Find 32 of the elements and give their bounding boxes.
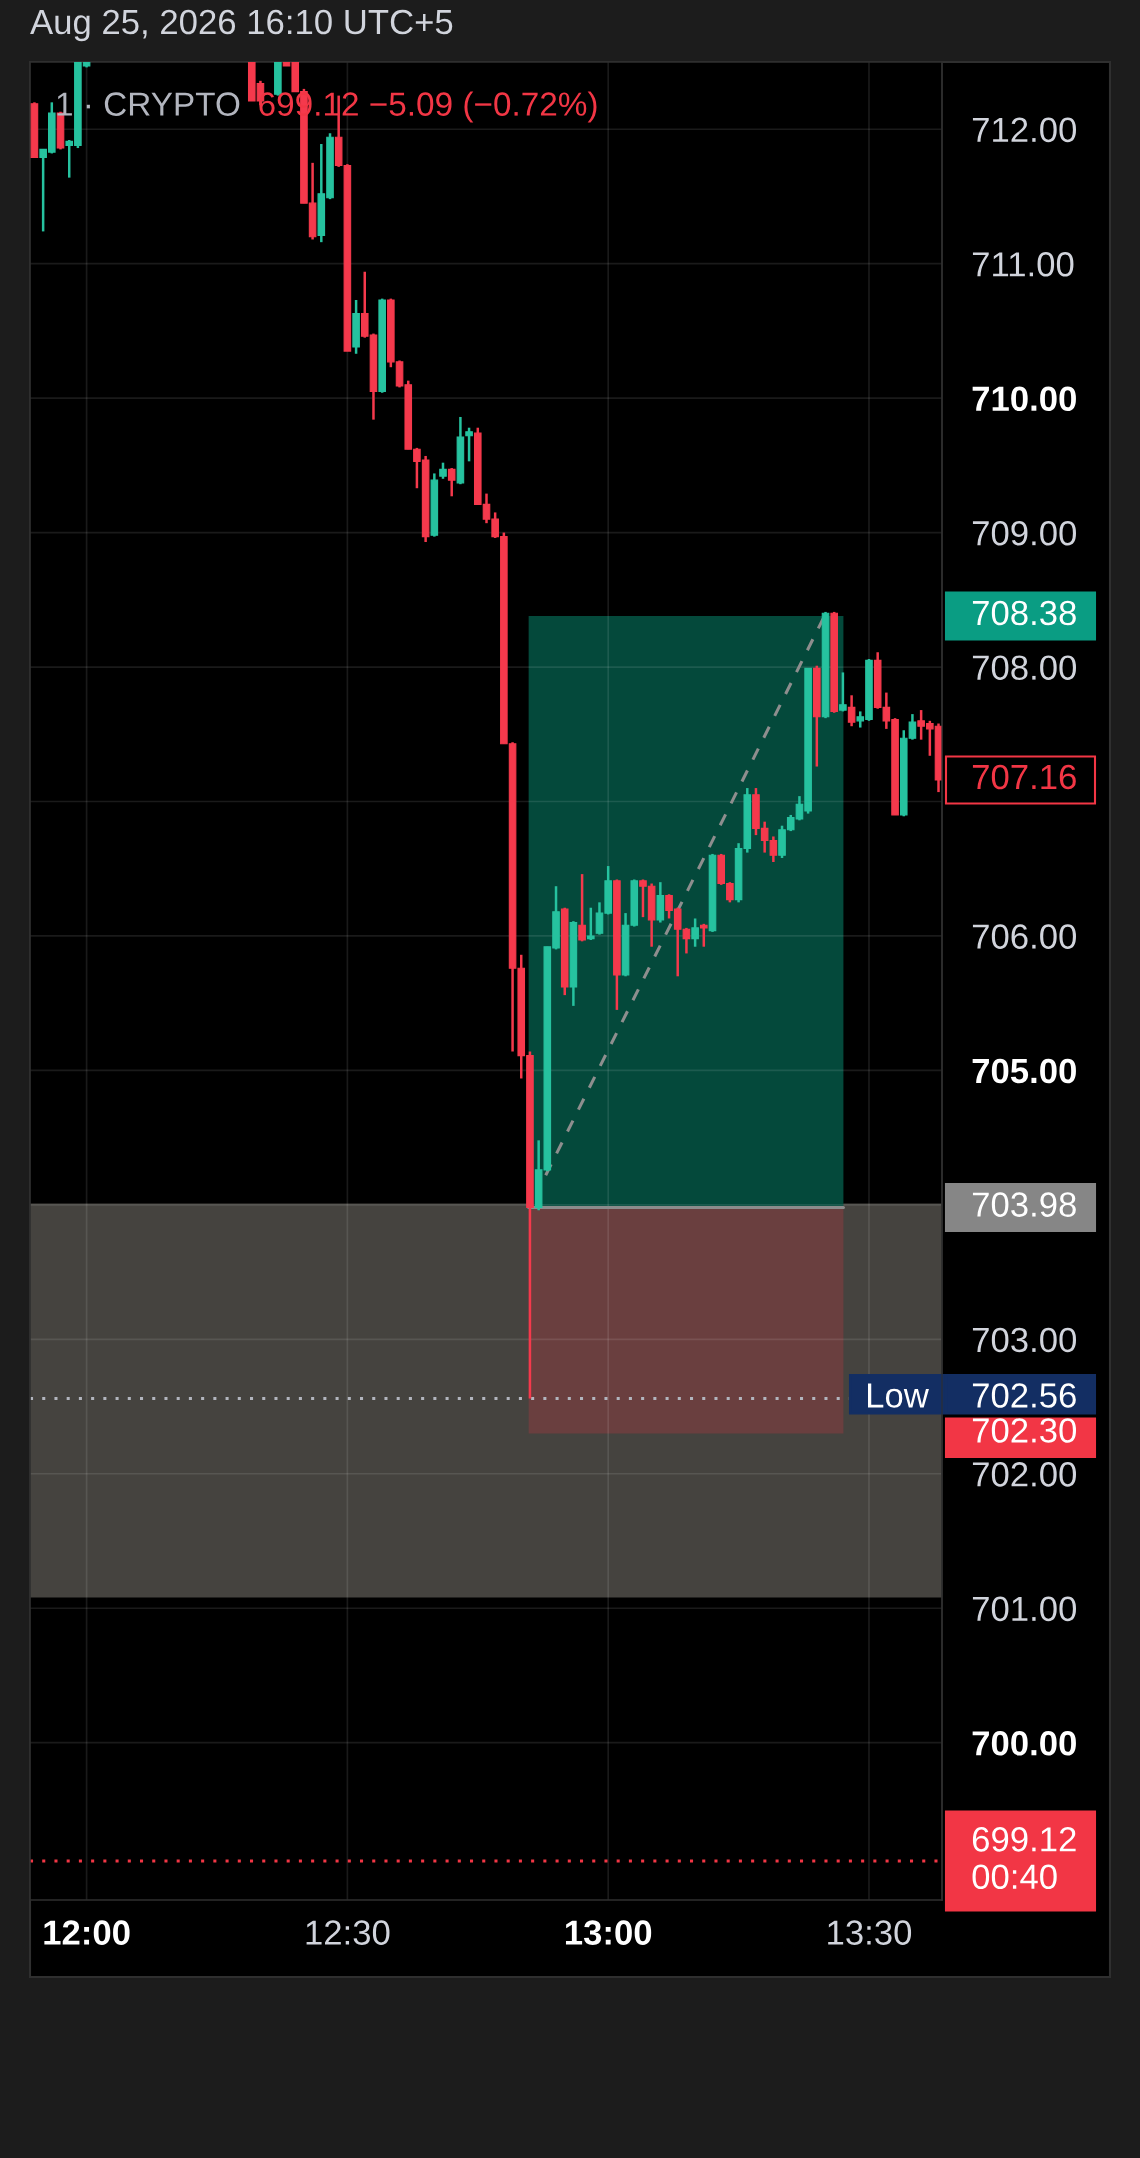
x-tick-label: 12:30 — [306, 1920, 390, 1945]
candlestick — [578, 872, 586, 943]
candlestick — [847, 694, 856, 728]
candlestick — [699, 922, 708, 948]
candlestick — [465, 426, 473, 463]
y2-tick-label: 699.12 00:40 — [972, 1827, 1076, 1890]
candlestick — [691, 917, 699, 948]
y2-tick-label: 707.16 — [972, 764, 1076, 790]
y-tick-label: 706.00 — [972, 924, 1077, 949]
y-tick-label: 712.00 — [972, 117, 1077, 143]
candlestick — [839, 671, 847, 713]
x-tick-label: 12:00 — [44, 1920, 130, 1945]
y-tick-label: 703.00 — [972, 1327, 1077, 1353]
text: 1 · CRYPTO — [57, 92, 240, 116]
y2-tick-label: 702.30 — [972, 1418, 1077, 1443]
x-tick-label: 13:30 — [828, 1920, 912, 1945]
y2-tick-label: 703.98 — [972, 1192, 1076, 1217]
x-tick-label: 13:00 — [565, 1920, 652, 1945]
y-tick-label: 705.00 — [972, 1058, 1076, 1084]
y2-tick-label: 702.56 — [972, 1383, 1076, 1408]
y-tick-label: 702.00 — [972, 1462, 1077, 1487]
chart-title: Aug 25, 2026 16:10 UTC+5 — [30, 9, 453, 42]
candlestick — [587, 906, 595, 942]
candlestick — [447, 466, 456, 498]
y-tick-label: 711.00 — [972, 252, 1074, 277]
y-tick-label: 701.00 — [972, 1596, 1077, 1622]
y2-tick-label: 708.38 — [972, 600, 1076, 626]
y-tick-label: 708.00 — [972, 655, 1077, 680]
y-tick-label: 710.00 — [972, 386, 1076, 412]
y-tick-label: 709.00 — [972, 520, 1077, 546]
y-tick-label: 700.00 — [972, 1731, 1076, 1756]
ref-line-label: Low — [868, 1383, 929, 1408]
